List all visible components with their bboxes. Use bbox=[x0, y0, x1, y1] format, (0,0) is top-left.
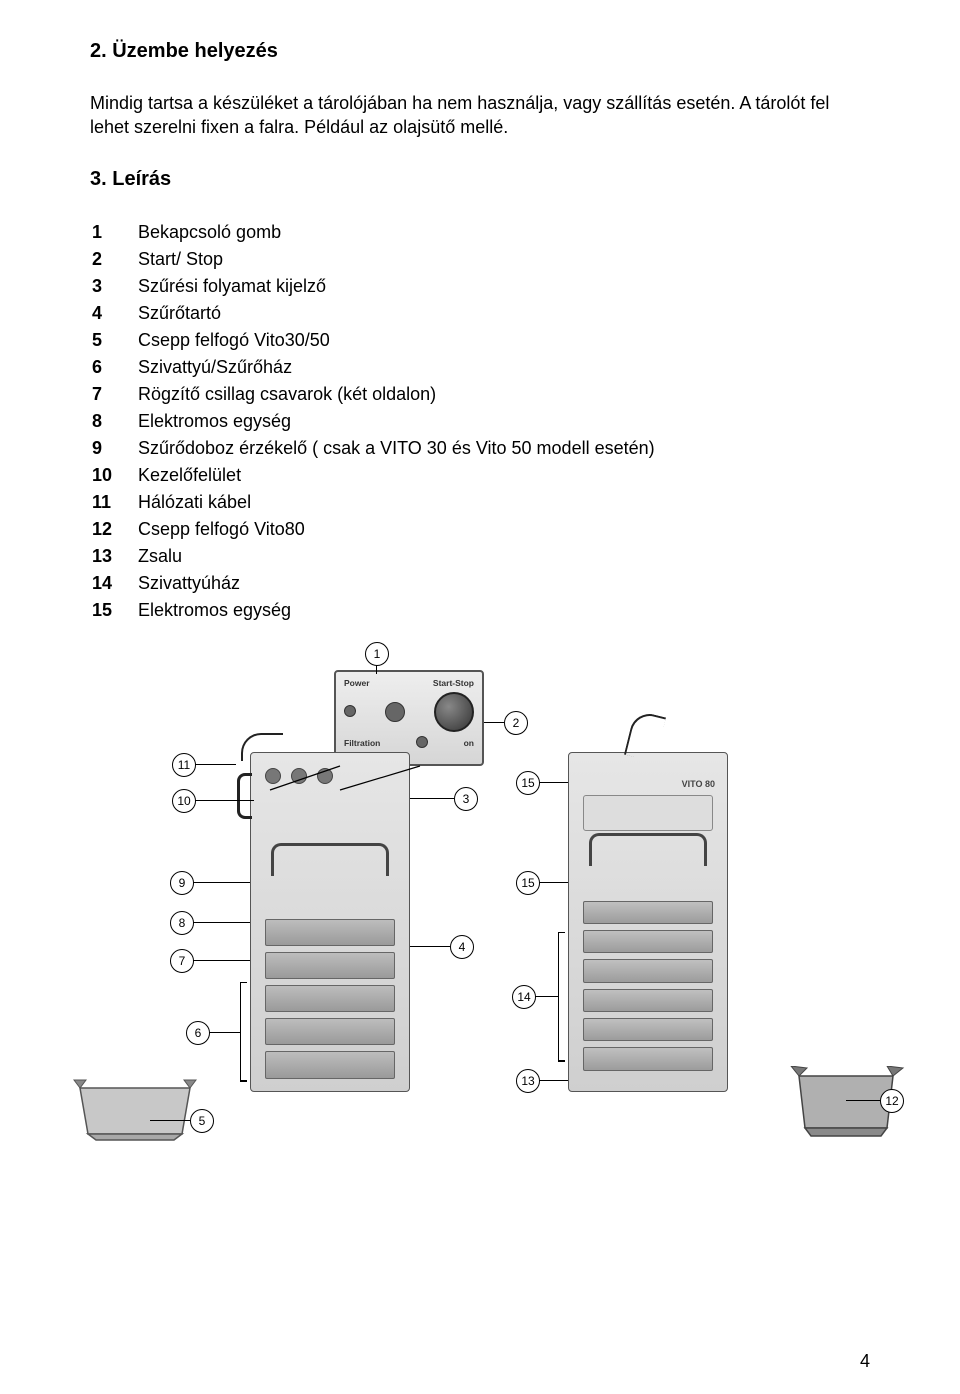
list-item: 13Zsalu bbox=[90, 543, 870, 570]
list-item: 5Csepp felfogó Vito30/50 bbox=[90, 327, 870, 354]
device-vito-80: VITO 80 bbox=[568, 752, 728, 1092]
list-item-number: 14 bbox=[90, 570, 138, 597]
list-item-number: 15 bbox=[90, 597, 138, 624]
callout-7: 7 bbox=[170, 949, 194, 973]
callout-3: 3 bbox=[454, 787, 478, 811]
list-item: 7Rögzítő csillag csavarok (két oldalon) bbox=[90, 381, 870, 408]
list-item-text: Elektromos egység bbox=[138, 408, 870, 435]
list-item-text: Bekapcsoló gomb bbox=[138, 219, 870, 246]
list-item: 10Kezelőfelület bbox=[90, 462, 870, 489]
drip-tray-left bbox=[70, 1076, 200, 1142]
list-item: 11Hálózati kábel bbox=[90, 489, 870, 516]
list-item: 3Szűrési folyamat kijelző bbox=[90, 273, 870, 300]
list-item-text: Start/ Stop bbox=[138, 246, 870, 273]
list-item-number: 9 bbox=[90, 435, 138, 462]
list-item-number: 13 bbox=[90, 543, 138, 570]
list-item: 2Start/ Stop bbox=[90, 246, 870, 273]
parts-list: 1Bekapcsoló gomb2Start/ Stop3Szűrési fol… bbox=[90, 219, 870, 624]
panel-startstop-label: Start-Stop bbox=[433, 678, 474, 688]
list-item-number: 10 bbox=[90, 462, 138, 489]
callout-10: 10 bbox=[172, 789, 196, 813]
list-item-text: Rögzítő csillag csavarok (két oldalon) bbox=[138, 381, 870, 408]
list-item-text: Csepp felfogó Vito30/50 bbox=[138, 327, 870, 354]
list-item-number: 5 bbox=[90, 327, 138, 354]
device-vito-3050: VITO bbox=[250, 752, 410, 1092]
filter-slats-b bbox=[583, 901, 713, 1071]
list-item-number: 12 bbox=[90, 516, 138, 543]
page-number: 4 bbox=[860, 1351, 870, 1372]
start-stop-knob-icon bbox=[434, 692, 474, 732]
section-2-heading: 2. Üzembe helyezés bbox=[90, 40, 870, 63]
callout-12: 12 bbox=[880, 1089, 904, 1113]
callout-2: 2 bbox=[504, 711, 528, 735]
list-item-text: Szivattyú/Szűrőház bbox=[138, 354, 870, 381]
callout-5: 5 bbox=[190, 1109, 214, 1133]
section-2-para: Mindig tartsa a készüléket a tárolójában… bbox=[90, 91, 870, 140]
front-panel-b bbox=[583, 795, 713, 831]
callout-9: 9 bbox=[170, 871, 194, 895]
inset-leader-lines bbox=[250, 712, 430, 792]
vito-logo-b: VITO 80 bbox=[682, 779, 715, 789]
callout-8: 8 bbox=[170, 911, 194, 935]
callout-14: 14 bbox=[512, 985, 536, 1009]
list-item-text: Csepp felfogó Vito80 bbox=[138, 516, 870, 543]
callout-15b: 15 bbox=[516, 871, 540, 895]
list-item-number: 1 bbox=[90, 219, 138, 246]
carry-handle-a bbox=[271, 843, 389, 876]
list-item-text: Szűrőtartó bbox=[138, 300, 870, 327]
list-item: 4Szűrőtartó bbox=[90, 300, 870, 327]
list-item-number: 7 bbox=[90, 381, 138, 408]
carry-handle-b bbox=[589, 833, 707, 866]
list-item-text: Elektromos egység bbox=[138, 597, 870, 624]
list-item-number: 11 bbox=[90, 489, 138, 516]
parts-figure: Power Start-Stop Filtration on bbox=[90, 652, 870, 1152]
list-item-text: Hálózati kábel bbox=[138, 489, 870, 516]
section-3-heading: 3. Leírás bbox=[90, 168, 870, 191]
panel-power-label: Power bbox=[344, 678, 370, 688]
cable-b bbox=[624, 709, 666, 761]
list-item-number: 2 bbox=[90, 246, 138, 273]
callout-13: 13 bbox=[516, 1069, 540, 1093]
list-item-number: 3 bbox=[90, 273, 138, 300]
list-item-text: Zsalu bbox=[138, 543, 870, 570]
list-item-text: Kezelőfelület bbox=[138, 462, 870, 489]
list-item: 9Szűrődoboz érzékelő ( csak a VITO 30 és… bbox=[90, 435, 870, 462]
callout-6: 6 bbox=[186, 1021, 210, 1045]
list-item: 12Csepp felfogó Vito80 bbox=[90, 516, 870, 543]
callout-4: 4 bbox=[450, 935, 474, 959]
filter-slats-a bbox=[265, 919, 395, 1079]
list-item: 1Bekapcsoló gomb bbox=[90, 219, 870, 246]
list-item-number: 8 bbox=[90, 408, 138, 435]
callout-11: 11 bbox=[172, 753, 196, 777]
list-item: 8Elektromos egység bbox=[90, 408, 870, 435]
list-item: 14Szivattyúház bbox=[90, 570, 870, 597]
callout-1: 1 bbox=[365, 642, 389, 666]
list-item-number: 4 bbox=[90, 300, 138, 327]
list-item: 15Elektromos egység bbox=[90, 597, 870, 624]
list-item: 6Szivattyú/Szűrőház bbox=[90, 354, 870, 381]
list-item-text: Szivattyúház bbox=[138, 570, 870, 597]
list-item-number: 6 bbox=[90, 354, 138, 381]
list-item-text: Szűrődoboz érzékelő ( csak a VITO 30 és … bbox=[138, 435, 870, 462]
panel-on-label: on bbox=[464, 738, 474, 748]
list-item-text: Szűrési folyamat kijelző bbox=[138, 273, 870, 300]
callout-15a: 15 bbox=[516, 771, 540, 795]
